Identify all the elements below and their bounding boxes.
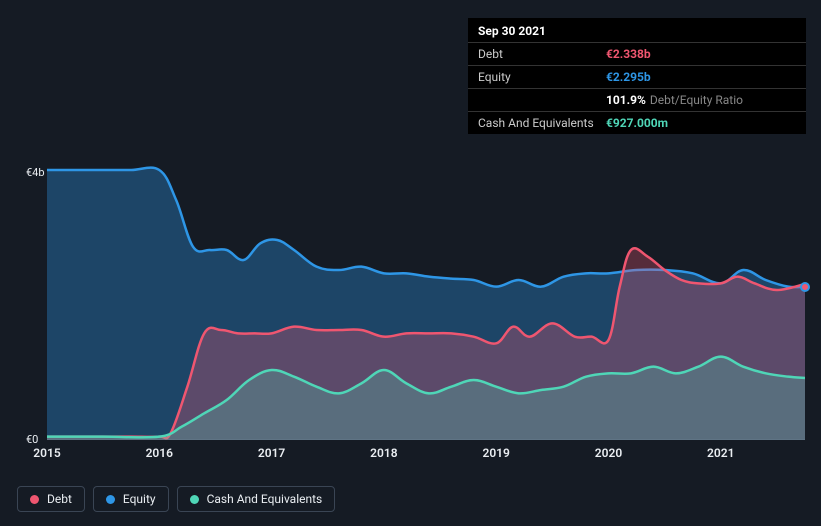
legend-item-debt[interactable]: Debt (17, 486, 85, 512)
tooltip-value: €2.338b (606, 47, 651, 61)
tooltip-row: Cash And Equivalents€927.000m (468, 112, 806, 134)
chart-legend: Debt Equity Cash And Equivalents (17, 486, 335, 512)
tooltip-label: Equity (478, 70, 606, 84)
tooltip-label: Cash And Equivalents (478, 116, 606, 130)
x-axis-label: 2019 (482, 446, 509, 460)
tooltip-suffix: Debt/Equity Ratio (650, 93, 743, 107)
legend-swatch (106, 495, 115, 504)
tooltip-value: 101.9%Debt/Equity Ratio (606, 93, 743, 107)
x-axis-label: 2020 (595, 446, 622, 460)
chart-plot-area[interactable] (47, 140, 805, 440)
x-axis-label: 2018 (370, 446, 397, 460)
tooltip-label: Debt (478, 47, 606, 61)
legend-swatch (30, 495, 39, 504)
tooltip-row: Equity€2.295b (468, 66, 806, 89)
x-axis-label: 2021 (707, 446, 734, 460)
y-axis-label: €4b (26, 166, 45, 179)
tooltip-row: 101.9%Debt/Equity Ratio (468, 89, 806, 112)
x-axis-label: 2017 (258, 446, 285, 460)
legend-item-cash-and-equivalents[interactable]: Cash And Equivalents (177, 486, 336, 512)
tooltip-row: Debt€2.338b (468, 43, 806, 66)
x-axis-label: 2015 (33, 446, 60, 460)
y-axis-label: €0 (26, 433, 38, 446)
x-axis-label: 2016 (146, 446, 173, 460)
tooltip-date: Sep 30 2021 (468, 18, 806, 43)
tooltip-value: €2.295b (606, 70, 651, 84)
legend-label: Cash And Equivalents (207, 492, 323, 506)
tooltip-label (478, 93, 606, 107)
financial-chart: Sep 30 2021 Debt€2.338bEquity€2.295b101.… (0, 0, 821, 526)
legend-label: Equity (123, 492, 156, 506)
legend-label: Debt (47, 492, 72, 506)
tooltip-value: €927.000m (606, 116, 668, 130)
chart-tooltip: Sep 30 2021 Debt€2.338bEquity€2.295b101.… (468, 18, 806, 134)
legend-swatch (190, 495, 199, 504)
current-point-marker (800, 282, 810, 292)
legend-item-equity[interactable]: Equity (93, 486, 169, 512)
